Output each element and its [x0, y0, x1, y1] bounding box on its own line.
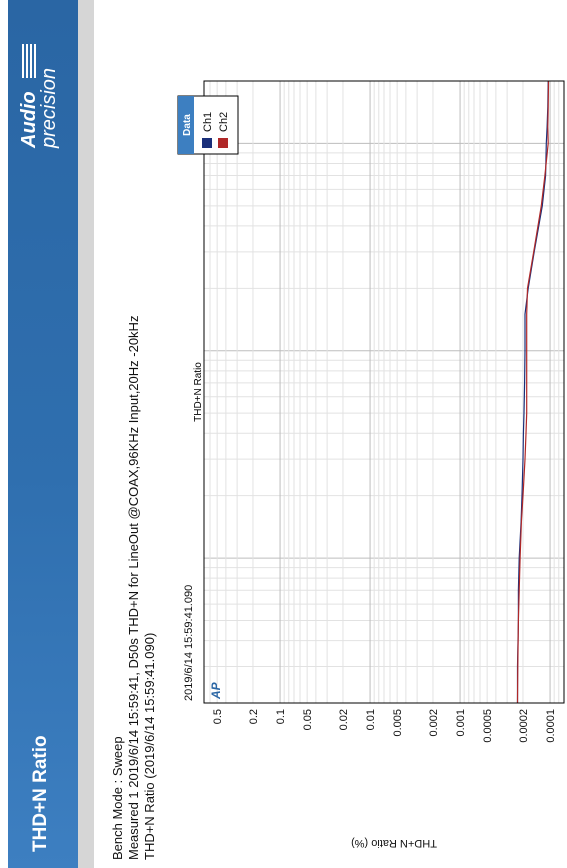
brand-logo: Audio precision: [18, 18, 66, 148]
y-tick-label: 0.0002: [518, 709, 530, 743]
result-caption: THD+N Ratio (2019/6/14 15:59:41.090): [142, 632, 157, 860]
legend-label-ch1: Ch1: [202, 112, 214, 132]
chart-timestamp: 2019/6/14 15:59:41.090: [183, 585, 195, 701]
y-axis-label: THD+N Ratio (%): [351, 837, 437, 849]
legend-swatch-ch2: [218, 138, 228, 148]
measurement-description: Measured 1 2019/6/14 15:59:41, D50s THD+…: [126, 315, 141, 860]
y-tick-label: 0.02: [338, 709, 350, 730]
y-tick-label: 0.05: [302, 709, 314, 730]
legend-title: Data: [182, 114, 193, 136]
series-line-ch2: [516, 80, 550, 704]
y-tick-label: 0.005: [392, 709, 404, 737]
y-tick-label: 0.002: [428, 709, 440, 737]
header-separator: [78, 0, 94, 868]
y-tick-label: 0.0005: [482, 709, 494, 743]
plot-frame: [203, 80, 565, 704]
thd-chart: 0.0001 0.0002 0.0005 0.001 0.002 0.005 0.01 0.0…: [177, 80, 565, 849]
y-tick-label: 0.5: [212, 709, 224, 724]
legend-label-ch2: Ch2: [218, 112, 230, 132]
brand-logo-bars: [22, 44, 38, 78]
grid-layer: [204, 80, 565, 704]
legend-items: Ch1 Ch2: [202, 112, 230, 148]
page-title: THD+N Ratio: [30, 735, 51, 852]
y-axis-label-group: THD+N Ratio (%): [351, 837, 437, 849]
y-tick-labels: 0.0001 0.0002 0.0005 0.001 0.002 0.005 0.01 0.0…: [212, 709, 557, 743]
series-line-ch1: [516, 80, 549, 703]
brand-logo-line2: precision: [38, 67, 60, 148]
ap-badge: AP: [209, 681, 223, 700]
bench-mode-text: Bench Mode : Sweep: [110, 736, 125, 860]
y-tick-label: 0.0001: [545, 709, 557, 743]
chart-title: THD+N Ratio: [193, 362, 204, 422]
y-tick-label: 0.2: [248, 709, 260, 724]
legend-header: [178, 96, 194, 154]
y-tick-label: 0.001: [455, 709, 467, 737]
legend: Data Ch1 Ch2: [177, 95, 239, 155]
y-tick-label: 0.1: [275, 709, 287, 724]
series-layer: [516, 80, 550, 704]
chart-container: 0.0001 0.0002 0.0005 0.001 0.002 0.005 0.01 0.0…: [160, 0, 567, 854]
legend-swatch-ch1: [202, 138, 212, 148]
y-tick-label: 0.01: [365, 709, 377, 730]
